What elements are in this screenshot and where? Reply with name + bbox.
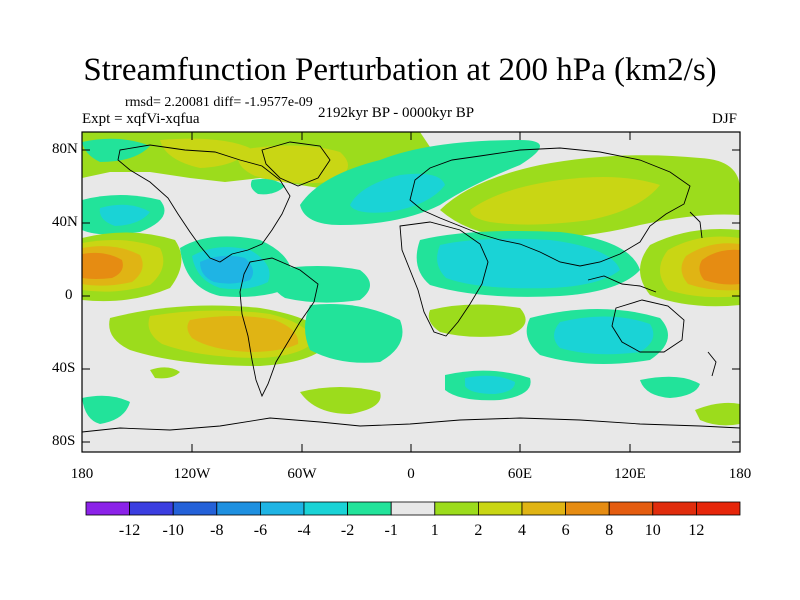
- contour-greenland-positive: [160, 138, 250, 168]
- rmsd-stats: rmsd= 2.20081 diff= -1.9577e-09: [125, 95, 313, 110]
- coastline-greenland: [261, 141, 331, 187]
- contour-spacific-small-positive: [150, 367, 180, 379]
- coastline-eurasia: [409, 147, 691, 267]
- contour-so-positive-2: [695, 402, 740, 426]
- colorbar-label-0: -12: [119, 522, 140, 539]
- coastlines: [82, 141, 740, 433]
- coastline-antarctica: [82, 417, 740, 433]
- colorbar-label-11: 8: [605, 522, 613, 539]
- colorbar-swatch-10: [521, 501, 566, 516]
- colorbar-label-4: -4: [297, 522, 310, 539]
- colorbar-label-2: -8: [210, 522, 223, 539]
- colorbar-label-13: 12: [688, 522, 704, 539]
- contour-australia-negative-2: [554, 316, 654, 355]
- contour-so-negative-1-core: [465, 375, 515, 394]
- colorbar: -12 -10 -8 -6 -4 -2 -1 1 2 4 6 8 10 12: [85, 501, 741, 539]
- colorbar-swatch-2: [172, 501, 218, 516]
- page-title: Streamfunction Perturbation at 200 hPa (…: [83, 52, 717, 88]
- coastline-indonesia: [587, 275, 657, 293]
- coastline-new-zealand: [707, 351, 717, 377]
- colorbar-swatch-1: [129, 501, 174, 516]
- lon-label-60e: 60E: [507, 466, 533, 482]
- contour-atlantic-negative: [269, 266, 370, 303]
- colorbar-label-1: -10: [163, 522, 184, 539]
- lat-label-80s: 80S: [52, 433, 76, 449]
- colorbar-swatch-6: [347, 501, 392, 516]
- experiment-label: Expt = xqfVi-xqfua: [82, 111, 200, 127]
- coastline-south-america: [239, 257, 319, 398]
- colorbar-label-3: -6: [254, 522, 267, 539]
- lat-ticks: [82, 149, 740, 443]
- contour-asia-positive-core: [470, 176, 660, 225]
- contour-satlantic-negative: [305, 304, 403, 363]
- lon-label-180w: 180: [70, 466, 94, 482]
- colorbar-label-5: -2: [341, 522, 354, 539]
- contour-cent-america-negative-4: [200, 255, 254, 284]
- lon-label-0: 0: [407, 466, 415, 482]
- streamfunction-field: [82, 132, 740, 452]
- period-label: 2192kyr BP - 0000kyr BP: [318, 105, 475, 121]
- lon-label-120w: 120W: [173, 466, 211, 482]
- contour-labrador-negative: [250, 178, 285, 195]
- contour-so-negative-3: [82, 395, 130, 424]
- contour-spacific-positive-4: [187, 316, 299, 352]
- coastline-africa: [399, 221, 489, 337]
- colorbar-swatch-14: [696, 501, 741, 516]
- season-label: DJF: [712, 111, 738, 127]
- contour-arctic-negative: [82, 138, 150, 162]
- lon-ticks: [81, 132, 741, 452]
- colorbar-label-12: 10: [645, 522, 661, 539]
- lat-label-40s: 40S: [52, 360, 76, 376]
- coastline-japan: [689, 211, 703, 239]
- colorbar-label-7: 1: [431, 522, 439, 539]
- lon-label-180e: 180: [728, 466, 752, 482]
- colorbar-label-10: 6: [562, 522, 570, 539]
- colorbar-label-6: -1: [385, 522, 398, 539]
- contour-europe-negative-core: [350, 173, 445, 213]
- contour-so-positive-1: [300, 387, 381, 414]
- lat-label-80n: 80N: [52, 141, 78, 157]
- coastline-north-america: [117, 144, 291, 263]
- contour-so-negative-2: [640, 376, 700, 398]
- lat-label-40n: 40N: [52, 214, 78, 230]
- colorbar-label-9: 4: [518, 522, 526, 539]
- lon-label-120e: 120E: [614, 466, 646, 482]
- coastline-australia: [611, 299, 685, 353]
- colorbar-swatch-4: [259, 501, 305, 516]
- lat-label-0: 0: [65, 287, 73, 303]
- colorbar-label-8: 2: [474, 522, 482, 539]
- colorbar-swatch-0: [85, 501, 130, 516]
- colorbar-swatch-13: [652, 501, 697, 516]
- colorbar-swatch-3: [216, 501, 261, 516]
- colorbar-swatch-8: [434, 501, 479, 516]
- colorbar-swatch-12: [608, 501, 654, 516]
- contour-npacific-negative-core: [99, 204, 150, 226]
- lon-label-60w: 60W: [287, 466, 317, 482]
- contour-dateline-positive-west-6: [82, 252, 123, 279]
- contour-sio-positive: [428, 304, 526, 337]
- contour-dateline-positive-east-6: [699, 249, 740, 285]
- colorbar-swatch-9: [477, 501, 523, 516]
- colorbar-swatch-7: [390, 501, 436, 516]
- colorbar-swatch-5: [303, 501, 348, 516]
- colorbar-swatch-11: [565, 501, 610, 516]
